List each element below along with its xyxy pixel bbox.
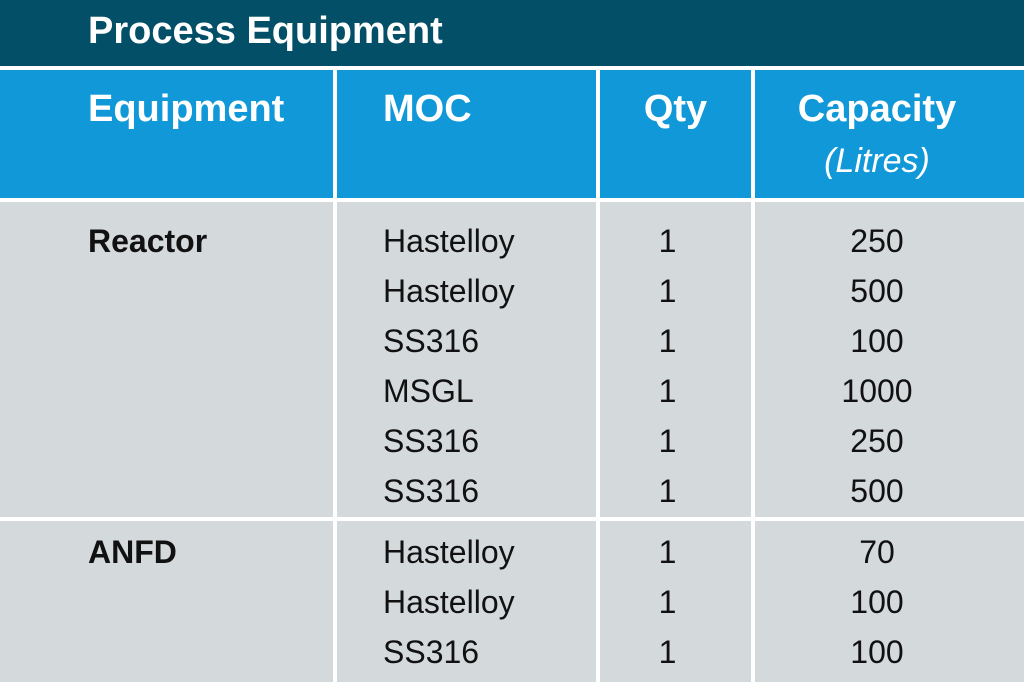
group-anfd-moc-cell: Hastelloy Hastelloy SS316 [337,521,596,682]
equipment-name: Reactor [88,223,208,259]
header-capacity: Capacity (Litres) [755,70,1024,198]
table-cell-qty: 1 [658,634,677,670]
table-title: Process Equipment [88,10,443,52]
header-equipment-label: Equipment [88,88,285,130]
table-cell-qty: 1 [658,534,677,570]
header-capacity-unit: (Litres) [824,142,930,180]
header-capacity-label: Capacity [797,88,957,130]
title-bar: Process Equipment [0,0,1024,66]
table-cell-qty: 1 [658,323,677,359]
table-cell-qty: 1 [658,473,677,509]
table-cell-capacity: 100 [850,634,904,670]
table-cell-capacity: 70 [859,534,895,570]
table-cell-capacity: 500 [850,473,904,509]
table-cell-moc: MSGL [383,373,474,409]
equipment-name: ANFD [88,534,177,570]
table-cell-moc: Hastelloy [383,534,515,570]
table-cell-qty: 1 [658,584,677,620]
table-cell-moc: SS316 [383,473,480,509]
table-cell-moc: Hastelloy [383,223,515,259]
table-cell-capacity: 100 [850,584,904,620]
table-cell-capacity: 500 [850,273,904,309]
table-cell-qty: 1 [658,223,677,259]
group-anfd-capacity-cell: 70 100 100 [755,521,1024,682]
header-moc-label: MOC [383,88,472,130]
table-cell-capacity: 250 [850,223,904,259]
header-qty-label: Qty [643,88,708,130]
table-cell-capacity: 1000 [841,373,913,409]
group-reactor-equipment-cell: Reactor [0,202,333,517]
table-cell-capacity: 250 [850,423,904,459]
header-equipment: Equipment [0,70,333,198]
group-reactor-qty-cell: 1 1 1 1 1 1 [600,202,751,517]
table-cell-qty: 1 [658,373,677,409]
table-cell-moc: SS316 [383,634,480,670]
group-reactor-capacity-cell: 250 500 100 1000 250 500 [755,202,1024,517]
table-cell-moc: SS316 [383,423,480,459]
table-cell-moc: Hastelloy [383,584,515,620]
table-cell-moc: SS316 [383,323,480,359]
group-anfd-equipment-cell: ANFD [0,521,333,682]
table-cell-qty: 1 [658,423,677,459]
table-cell-qty: 1 [658,273,677,309]
group-anfd-qty-cell: 1 1 1 [600,521,751,682]
table-cell-capacity: 100 [850,323,904,359]
group-reactor-moc-cell: Hastelloy Hastelloy SS316 MSGL SS316 SS3… [337,202,596,517]
header-moc: MOC [337,70,596,198]
header-qty: Qty [600,70,751,198]
table-cell-moc: Hastelloy [383,273,515,309]
